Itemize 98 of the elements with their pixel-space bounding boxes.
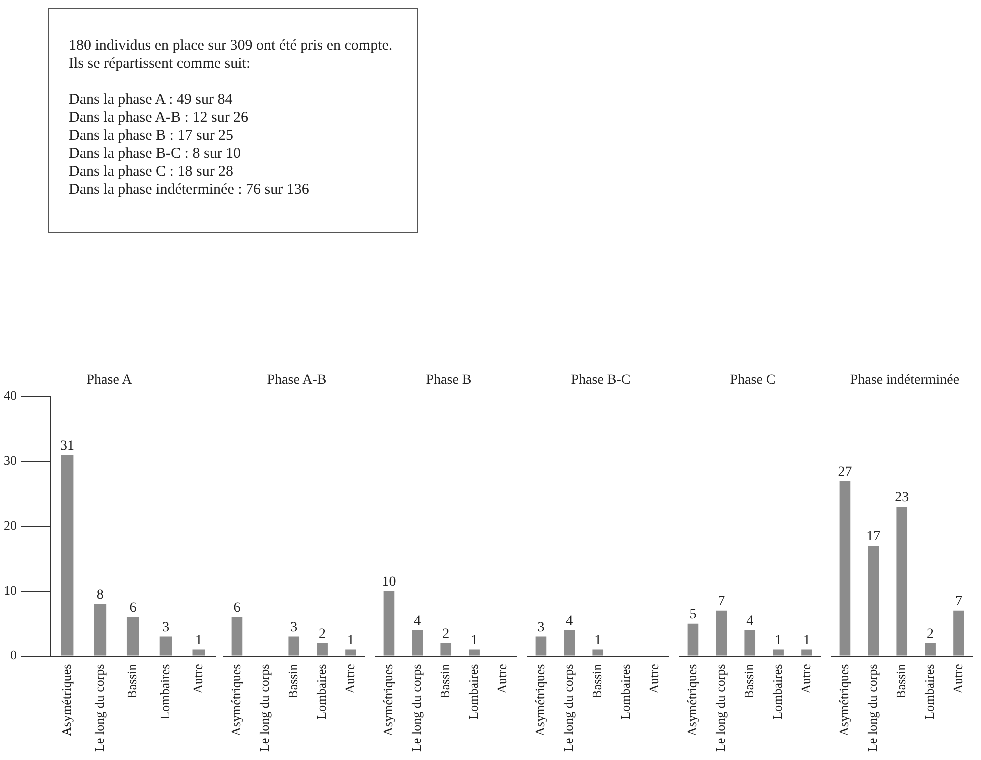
data-label: 1 — [594, 633, 602, 648]
data-label: 2 — [319, 626, 326, 642]
x-tick-label: Autre — [190, 664, 206, 694]
bar — [716, 610, 728, 656]
data-label: 10 — [382, 575, 396, 590]
x-tick-label: Asymétriques — [380, 664, 396, 736]
y-tick-label: 30 — [4, 453, 17, 468]
data-label: 31 — [60, 438, 74, 454]
chart-title: Phase B — [426, 373, 472, 388]
text: Dans la phase B : 17 sur 25 — [69, 127, 235, 145]
data-label: 4 — [746, 614, 754, 629]
bar — [384, 591, 395, 656]
bar — [440, 643, 452, 656]
text: Dans la phase indéterminée : 76 sur 136 — [69, 181, 310, 199]
bar — [896, 507, 908, 656]
text: 180 individus en place sur 309 ont été pris en compte. — [69, 37, 394, 55]
bar — [688, 624, 699, 656]
data-label: 7 — [956, 594, 962, 610]
y-tick-label: 10 — [4, 582, 17, 598]
data-label: 3 — [290, 620, 298, 636]
bar — [126, 617, 140, 656]
y-tick-label: 0 — [10, 648, 17, 663]
chart-title: Phase B-C — [571, 373, 631, 388]
chart-title: Phase A — [86, 373, 134, 388]
chart-title: Phase indéterminée — [850, 373, 960, 388]
bar — [840, 481, 851, 656]
x-tick-label: Le long du corps — [865, 664, 880, 752]
x-tick-label: Le long du corps — [561, 664, 576, 752]
bar — [773, 650, 784, 656]
bar — [94, 604, 107, 656]
bar — [469, 650, 480, 656]
x-tick-label: Lombaires — [770, 664, 785, 720]
x-tick-label: Le long du corps — [257, 664, 272, 752]
data-label: 23 — [895, 490, 910, 506]
x-tick-label: Asymétriques — [228, 664, 244, 736]
x-tick-label: Lombaires — [922, 664, 937, 720]
data-label: 3 — [162, 620, 170, 636]
data-label: 7 — [718, 594, 726, 610]
bar — [412, 630, 424, 656]
x-tick-label: Autre — [646, 664, 662, 694]
data-label: 1 — [196, 633, 202, 648]
bar — [802, 650, 812, 656]
data-label: 1 — [804, 633, 810, 648]
x-tick-label: Lombaires — [618, 664, 633, 720]
text: Dans la phase B-C : 8 sur 10 — [69, 145, 242, 163]
x-tick-label: Autre — [342, 664, 358, 694]
x-tick-label: Bassin — [894, 664, 909, 699]
text: Dans la phase C : 18 sur 28 — [69, 163, 235, 181]
chart-title: Phase C — [730, 373, 776, 388]
x-tick-label: Autre — [950, 664, 966, 694]
data-label: 6 — [130, 601, 137, 616]
data-label: 5 — [690, 608, 697, 623]
x-tick-label: Le long du corps — [92, 664, 107, 752]
x-tick-label: Asymétriques — [684, 664, 700, 736]
data-label: 3 — [538, 620, 545, 636]
x-tick-label: Asymétriques — [532, 664, 548, 736]
data-label: 2 — [442, 626, 450, 642]
bar — [317, 643, 328, 656]
x-tick-label: Bassin — [438, 664, 453, 699]
x-tick-label: Lombaires — [314, 664, 329, 720]
bar — [954, 610, 964, 656]
data-label: 2 — [927, 626, 934, 642]
x-tick-label: Bassin — [742, 664, 757, 699]
bar — [744, 630, 756, 656]
x-tick-label: Bassin — [286, 664, 301, 699]
data-label: 1 — [471, 633, 478, 648]
bar — [288, 636, 300, 656]
bar — [61, 455, 74, 656]
bar — [868, 546, 880, 656]
x-tick-label: Bassin — [590, 664, 605, 699]
chart-title: Phase A-B — [267, 373, 327, 388]
bar — [192, 650, 206, 656]
bar — [160, 636, 172, 656]
data-label: 8 — [96, 588, 104, 604]
data-label: 4 — [414, 614, 422, 629]
x-tick-label: Autre — [494, 664, 510, 694]
bar — [925, 643, 936, 656]
data-label: 4 — [566, 614, 574, 629]
text: Ils se répartissent comme suit: — [69, 55, 252, 73]
y-tick-label: 40 — [4, 388, 17, 404]
data-label: 17 — [866, 530, 881, 545]
y-tick-label: 20 — [4, 518, 17, 533]
data-label: 1 — [775, 633, 782, 648]
bar — [232, 617, 243, 656]
data-label: 1 — [348, 633, 354, 648]
x-tick-label: Autre — [798, 664, 814, 694]
data-label: 6 — [234, 601, 241, 616]
x-tick-label: Asymétriques — [836, 664, 852, 736]
x-tick-label: Le long du corps — [713, 664, 728, 752]
data-label: 27 — [838, 464, 852, 480]
x-tick-label: Bassin — [124, 664, 140, 699]
x-tick-label: Lombaires — [158, 664, 173, 720]
bar — [346, 650, 356, 656]
x-tick-label: Lombaires — [466, 664, 481, 720]
text: Dans la phase A : 49 sur 84 — [69, 91, 234, 109]
x-tick-label: Le long du corps — [409, 664, 424, 752]
x-tick-label: Asymétriques — [58, 664, 74, 736]
text: Dans la phase A-B : 12 sur 26 — [69, 109, 250, 127]
